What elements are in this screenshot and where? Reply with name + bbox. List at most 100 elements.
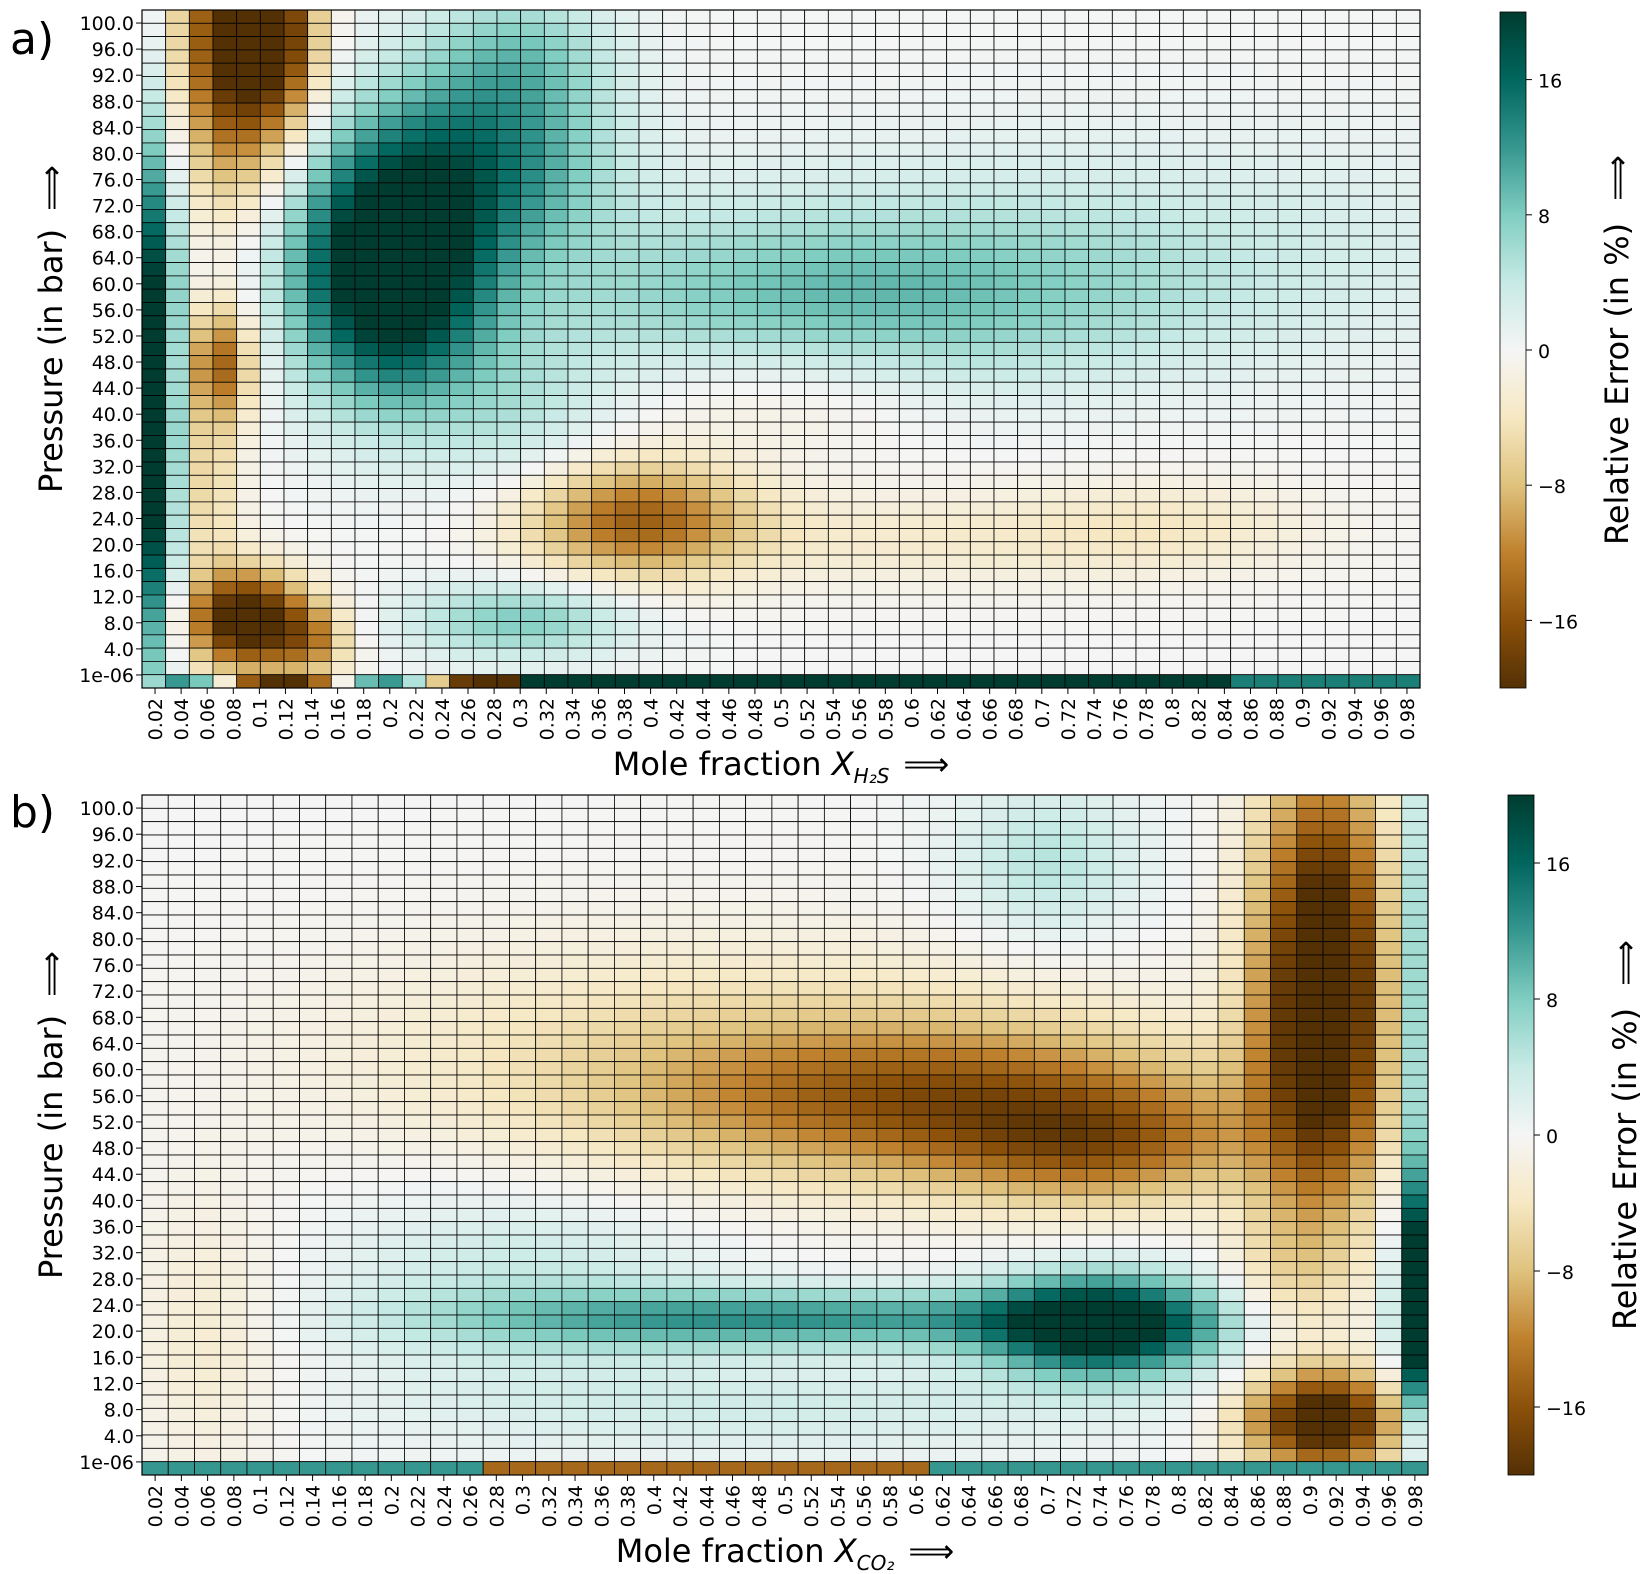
heatmap-cell — [509, 1007, 537, 1023]
heatmap-cell — [1135, 182, 1161, 197]
heatmap-cell — [1112, 874, 1140, 889]
heatmap-cell — [685, 275, 711, 290]
heatmap-cell — [377, 807, 405, 823]
heatmap-cell — [875, 435, 900, 450]
heatmap-cell — [307, 209, 332, 224]
heatmap-cell — [1253, 581, 1279, 596]
x-tick-label: 0.56 — [849, 698, 871, 740]
heatmap-cell — [733, 235, 758, 250]
heatmap-cell — [1064, 661, 1090, 676]
heatmap-cell — [220, 821, 248, 836]
heatmap-cell — [299, 1327, 327, 1343]
y-tick-label: 76.0 — [92, 170, 134, 192]
heatmap-cell — [1230, 381, 1255, 396]
heatmap-cell — [430, 941, 458, 956]
heatmap-cell — [212, 155, 238, 170]
heatmap-cell — [640, 1021, 668, 1036]
heatmap-cell — [1243, 1341, 1271, 1356]
heatmap-cell — [850, 1114, 878, 1129]
heatmap-cell — [1112, 1194, 1140, 1209]
heatmap-cell — [955, 1021, 983, 1036]
heatmap-cell — [638, 275, 664, 290]
heatmap-cell — [1086, 927, 1114, 943]
heatmap-cell — [1296, 1141, 1324, 1156]
heatmap-cell — [1206, 448, 1232, 463]
heatmap-cell — [955, 901, 983, 916]
heatmap-cell — [325, 1127, 353, 1143]
heatmap-cell — [1060, 941, 1088, 956]
heatmap-cell — [1138, 981, 1166, 996]
heatmap-cell — [236, 275, 261, 290]
heatmap-cell — [922, 62, 948, 77]
heatmap-cell — [1395, 302, 1421, 317]
heatmap-cell — [780, 76, 806, 91]
heatmap-cell — [850, 807, 878, 823]
heatmap-cell — [614, 421, 640, 436]
heatmap-cell — [299, 1194, 327, 1209]
heatmap-cell — [167, 861, 195, 876]
heatmap-cell — [1135, 621, 1161, 636]
heatmap-cell — [535, 1341, 563, 1356]
heatmap-cell — [587, 1287, 615, 1303]
heatmap-cell — [425, 594, 451, 609]
heatmap-cell — [404, 1087, 432, 1103]
heatmap-cell — [482, 967, 510, 983]
heatmap-cell — [1277, 142, 1303, 157]
heatmap-cell — [898, 395, 924, 410]
heatmap-cell — [449, 474, 474, 489]
heatmap-cell — [220, 1247, 248, 1263]
heatmap-cell — [188, 209, 214, 224]
heatmap-cell — [449, 209, 474, 224]
heatmap-cell — [1206, 22, 1232, 37]
heatmap-cell — [955, 834, 983, 849]
heatmap-cell — [167, 794, 195, 809]
heatmap-cell — [640, 1127, 668, 1143]
heatmap-cell — [1324, 488, 1350, 503]
heatmap-cell — [1348, 1207, 1376, 1223]
heatmap-cell — [1401, 834, 1429, 849]
heatmap-cell — [299, 1021, 327, 1036]
heatmap-cell — [946, 448, 971, 463]
heatmap-cell — [212, 262, 238, 277]
heatmap-cell — [543, 541, 569, 556]
heatmap-cell — [666, 1221, 694, 1236]
heatmap-cell — [543, 514, 569, 529]
heatmap-cell — [946, 182, 971, 197]
heatmap-cell — [666, 821, 694, 836]
heatmap-cell — [955, 874, 983, 889]
heatmap-cell — [771, 874, 799, 889]
heatmap-cell — [946, 607, 971, 622]
heatmap-cell — [283, 182, 309, 197]
heatmap-cell — [804, 36, 829, 51]
heatmap-cell — [1301, 315, 1326, 330]
heatmap-cell — [797, 1074, 825, 1089]
heatmap-cell — [246, 1287, 274, 1303]
heatmap-cell — [330, 541, 356, 556]
heatmap-cell — [823, 967, 852, 983]
heatmap-cell — [745, 1154, 773, 1169]
heatmap-cell — [1375, 887, 1403, 903]
heatmap-cell — [928, 1247, 956, 1263]
heatmap-cell — [1401, 1181, 1429, 1196]
heatmap-cell — [194, 1234, 222, 1249]
heatmap-cell — [685, 155, 711, 170]
heatmap-cell — [299, 1247, 327, 1263]
heatmap-cell — [1324, 674, 1350, 689]
heatmap-cell — [1086, 1341, 1114, 1356]
heatmap-cell — [692, 1007, 720, 1023]
heatmap-cell — [430, 1167, 458, 1183]
heatmap-cell — [425, 435, 451, 450]
heatmap-cell — [1191, 1301, 1219, 1316]
heatmap-cell — [780, 435, 806, 450]
heatmap-cell — [969, 182, 995, 197]
heatmap-cell — [1217, 1074, 1245, 1089]
heatmap-cell — [587, 1327, 615, 1343]
heatmap-cell — [404, 874, 432, 889]
heatmap-cell — [922, 421, 948, 436]
heatmap-cell — [401, 368, 427, 383]
heatmap-cell — [1088, 328, 1113, 343]
heatmap-cell — [1348, 634, 1374, 649]
heatmap-cell — [922, 169, 948, 184]
heatmap-cell — [662, 89, 687, 104]
y-tick-label: 36.0 — [92, 430, 134, 452]
